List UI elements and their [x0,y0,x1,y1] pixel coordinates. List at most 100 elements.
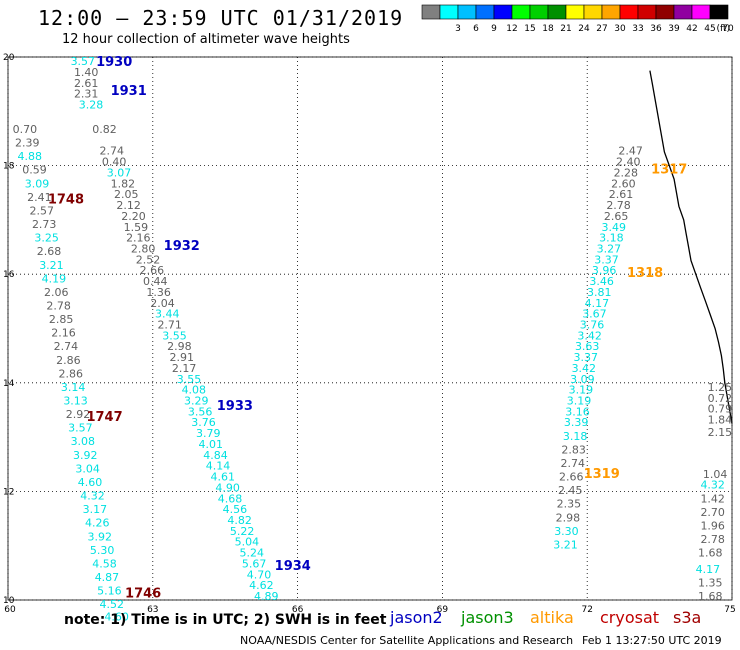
x-tick-label: 69 [437,605,449,615]
swh-value: 3.27 [597,242,622,255]
x-tick-label: 75 [724,605,735,615]
swh-value: 4.60 [104,611,129,624]
x-tick-label: 60 [4,605,16,615]
legend-s3a: s3a [673,608,702,627]
legend-label: 6 [473,24,479,34]
y-tick-label: 18 [3,162,15,172]
legend-jason3: jason3 [461,608,514,627]
swh-value: 3.09 [25,177,50,190]
swh-value: 3.21 [39,259,64,272]
legend-label: 9 [491,24,497,34]
swh-value: 4.14 [206,460,231,473]
swh-value: 3.76 [191,416,216,429]
x-tick-label: 66 [292,605,304,615]
swh-value: 0.79 [708,403,733,416]
map-subtitle: 12 hour collection of altimeter wave hei… [62,32,350,47]
swh-value: 4.01 [198,438,223,451]
generated-timestamp: Feb 1 13:27:50 UTC 2019 [582,634,722,647]
legend-label: 12 [506,24,517,34]
swh-value: 2.20 [121,210,146,223]
pass-label: 1318 [627,266,663,281]
swh-value: 1.36 [146,286,171,299]
swh-value: 2.41 [27,191,52,204]
pass-label: 1931 [111,84,147,99]
swh-value: 2.40 [616,156,641,169]
pass-label: 1746 [125,586,161,601]
swh-value: 5.67 [242,557,267,570]
swh-value: 3.49 [601,221,626,234]
swh-value: 0.82 [92,123,117,136]
swh-value: 3.30 [554,525,579,538]
swh-value: 3.29 [184,395,209,408]
swh-value: 1.42 [700,492,725,505]
swh-value: 2.61 [609,188,634,201]
swh-value: 5.22 [230,525,255,538]
swh-value: 2.45 [558,484,583,497]
swh-value: 3.42 [577,329,602,342]
credit-line: NOAA/NESDIS Center for Satellite Applica… [240,634,574,647]
swh-value: 2.92 [66,408,91,421]
swh-value: 2.68 [37,245,62,258]
swh-value: 4.32 [700,479,725,492]
swh-value: 3.39 [564,416,589,429]
swh-value: 2.15 [708,426,733,439]
swh-value: 2.06 [44,286,69,299]
x-tick-label: 72 [581,605,592,615]
pass-label: 1933 [217,399,253,414]
swh-value: 3.07 [107,166,132,179]
swh-value: 3.25 [34,232,59,245]
swh-value: 4.88 [17,150,42,163]
swh-value: 4.82 [227,514,252,527]
pass-label: 1319 [584,467,620,482]
swh-value: 3.55 [162,329,187,342]
y-tick-label: 12 [3,487,14,497]
swh-value: 3.28 [79,99,104,112]
pass-label: 1317 [651,163,687,178]
swh-value: 4.90 [215,481,240,494]
legend-altika: altika [530,608,574,627]
swh-value: 3.92 [87,530,112,543]
swh-value: 1.96 [700,519,725,532]
y-tick-label: 10 [3,596,15,606]
legend-label: 45 [704,24,715,34]
map-title: 12:00 – 23:59 UTC 01/31/2019 [38,6,404,30]
legend-label: 33 [632,24,643,34]
swh-value: 3.42 [572,362,597,375]
legend-label: 70 [722,24,734,34]
swh-value: 3.18 [563,430,588,443]
swh-value: 5.04 [235,536,260,549]
swh-value: 2.39 [15,137,40,150]
swh-value: 2.57 [30,204,55,217]
swh-value: 3.55 [177,373,202,386]
swh-value: 4.17 [585,297,610,310]
swh-value: 4.68 [218,492,243,505]
swh-value: 5.16 [97,585,122,598]
color-legend: 3 6 9 12 15 18 21 24 27 30 33 36 39 42 45 70(ft) [421,4,734,34]
swh-value: 4.84 [203,449,228,462]
legend-label: 30 [614,24,626,34]
legend-label: 24 [578,24,590,34]
swh-value: 0.40 [102,156,127,169]
swh-value: 4.26 [85,517,110,530]
swh-value: 3.09 [570,373,595,386]
swh-value: 4.87 [95,571,120,584]
swh-value: 1.25 [708,381,733,394]
swh-value: 2.78 [700,533,725,546]
swh-value: 1.82 [111,177,136,190]
y-tick-label: 16 [3,270,15,280]
swh-value: 0.70 [13,123,38,136]
swh-value: 3.92 [73,449,98,462]
legend-label: 36 [650,24,662,34]
swh-value: 4.70 [247,568,272,581]
swh-value: 3.14 [61,381,86,394]
swh-value: 3.18 [599,232,624,245]
swh-value: 2.61 [74,77,99,90]
swh-value: 3.21 [553,538,578,551]
swh-value: 3.44 [155,308,180,321]
legend-unit: (ft) [716,24,730,34]
swh-value: 2.47 [618,145,643,158]
swh-value: 2.66 [140,264,165,277]
swh-value: 0.44 [143,275,168,288]
legend-label: 18 [542,24,554,34]
swh-value: 2.35 [557,498,582,511]
